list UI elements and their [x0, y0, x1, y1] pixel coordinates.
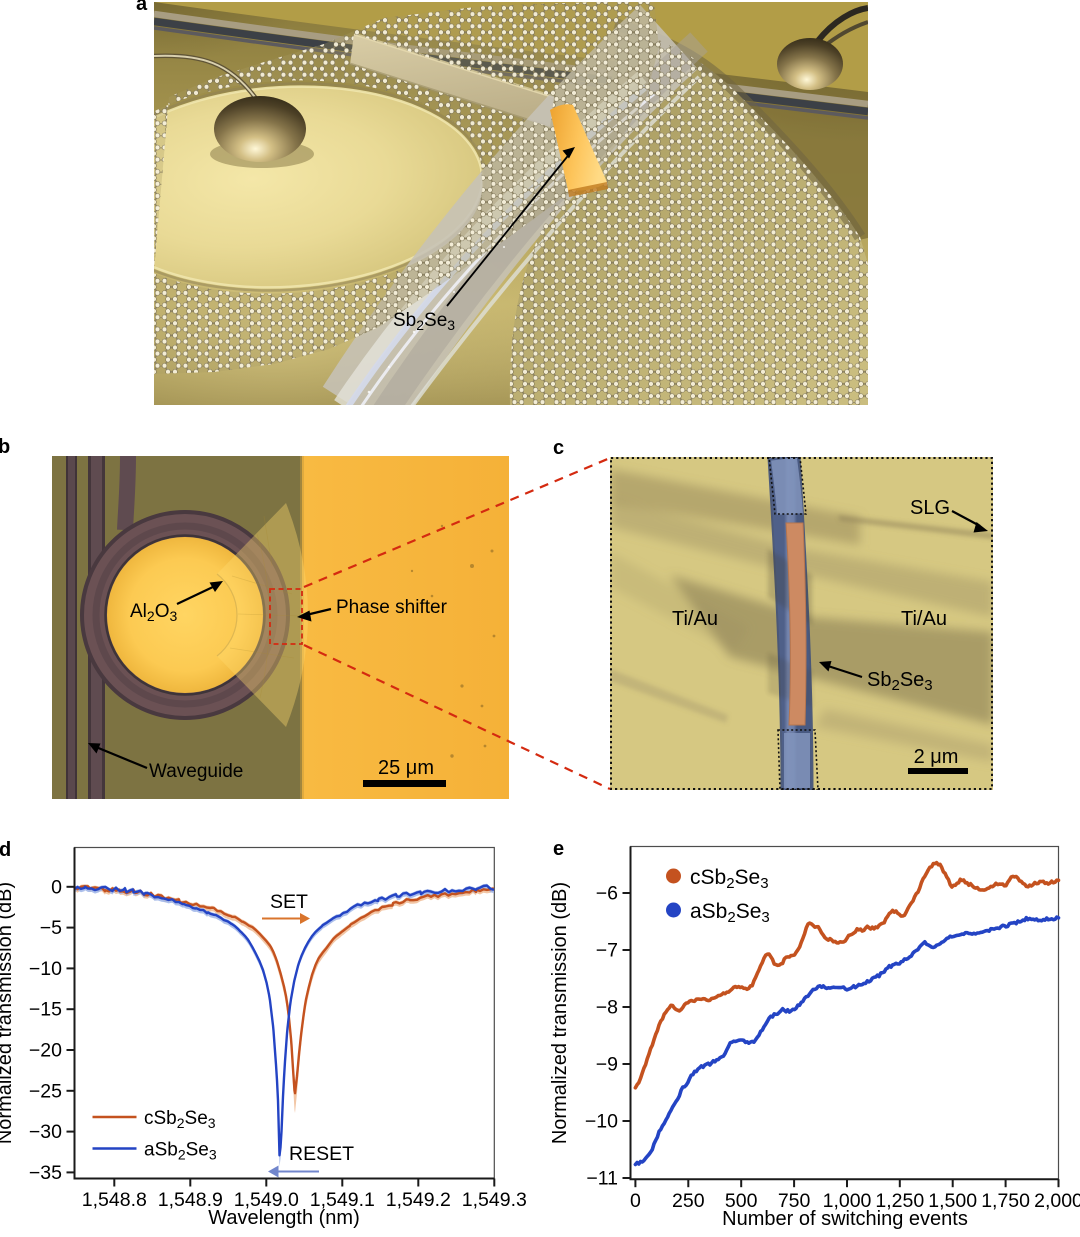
svg-text:Sb2Se3: Sb2Se3: [867, 669, 933, 694]
svg-text:1,549.2: 1,549.2: [386, 1189, 451, 1211]
svg-text:250: 250: [672, 1190, 705, 1212]
svg-text:cSb2Se3: cSb2Se3: [144, 1108, 216, 1131]
svg-text:Phase shifter: Phase shifter: [336, 597, 448, 618]
svg-text:1,549.1: 1,549.1: [310, 1189, 375, 1211]
svg-text:1,549.3: 1,549.3: [462, 1189, 527, 1211]
svg-text:aSb2Se3: aSb2Se3: [690, 900, 770, 926]
svg-text:SET: SET: [270, 891, 308, 913]
svg-text:1,548.8: 1,548.8: [82, 1189, 147, 1211]
svg-text:1,500: 1,500: [928, 1190, 977, 1212]
svg-text:cSb2Se3: cSb2Se3: [690, 866, 769, 892]
svg-text:2 μm: 2 μm: [914, 746, 959, 768]
svg-text:0: 0: [630, 1190, 641, 1212]
svg-text:Waveguide: Waveguide: [149, 761, 243, 782]
svg-text:−20: −20: [29, 1040, 62, 1062]
svg-text:1,250: 1,250: [875, 1190, 924, 1212]
svg-text:SLG: SLG: [910, 497, 950, 519]
svg-text:−7: −7: [596, 940, 618, 962]
svg-text:1,549.0: 1,549.0: [234, 1189, 299, 1211]
svg-text:aSb2Se3: aSb2Se3: [144, 1140, 217, 1163]
svg-text:Wavelength (nm): Wavelength (nm): [208, 1207, 360, 1229]
svg-text:−25: −25: [29, 1080, 62, 1102]
svg-text:25 μm: 25 μm: [378, 757, 434, 779]
svg-text:750: 750: [778, 1190, 811, 1212]
svg-text:1,548.9: 1,548.9: [158, 1189, 223, 1211]
svg-text:−15: −15: [29, 999, 62, 1021]
svg-text:500: 500: [725, 1190, 758, 1212]
svg-text:Normalized transmission (dB): Normalized transmission (dB): [0, 882, 16, 1144]
svg-text:1,000: 1,000: [823, 1190, 872, 1212]
svg-text:−10: −10: [29, 958, 62, 980]
svg-text:−6: −6: [596, 883, 618, 905]
svg-text:−8: −8: [596, 997, 618, 1019]
svg-text:Normalized transmission (dB): Normalized transmission (dB): [549, 882, 571, 1144]
svg-text:−30: −30: [29, 1121, 62, 1143]
svg-text:−11: −11: [586, 1168, 618, 1190]
svg-text:RESET: RESET: [289, 1143, 354, 1165]
svg-text:1,750: 1,750: [981, 1190, 1030, 1212]
svg-text:−10: −10: [585, 1111, 618, 1133]
svg-text:Ti/Au: Ti/Au: [901, 608, 947, 630]
svg-text:Sb2Se3: Sb2Se3: [393, 310, 455, 333]
svg-text:Ti/Au: Ti/Au: [672, 608, 718, 630]
svg-text:Al2O3: Al2O3: [130, 601, 177, 624]
svg-text:−35: −35: [29, 1162, 62, 1184]
svg-text:−9: −9: [596, 1054, 618, 1076]
svg-text:Number of switching events: Number of switching events: [722, 1208, 968, 1230]
svg-text:2,000: 2,000: [1034, 1190, 1080, 1212]
svg-text:−5: −5: [40, 917, 62, 939]
svg-text:0: 0: [51, 876, 62, 898]
